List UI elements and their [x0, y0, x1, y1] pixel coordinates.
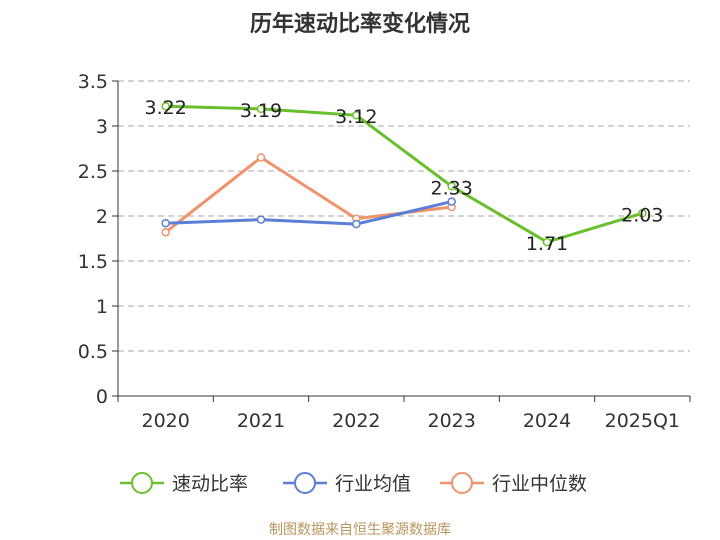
series-layer: 3.22 3.19 3.12 2.33 1.71 2.03	[145, 97, 664, 255]
series-point	[161, 227, 170, 237]
legend-label[interactable]: 行业中位数	[492, 473, 587, 495]
y-tick-label: 1.5	[78, 251, 108, 273]
data-label: 2.03	[621, 204, 663, 226]
legend[interactable]: 速动比率 行业均值 行业中位数	[120, 472, 587, 495]
grid	[118, 80, 690, 352]
data-label: 2.33	[431, 177, 473, 199]
legend-label[interactable]: 速动比率	[172, 473, 248, 495]
data-label: 3.22	[145, 97, 187, 119]
x-tick-label: 2023	[427, 410, 475, 432]
legend-marker[interactable]	[131, 472, 153, 494]
x-tick-label: 2020	[141, 410, 189, 432]
series-point	[542, 237, 552, 247]
x-tick-label: 2021	[237, 410, 285, 432]
x-tick-label: 2025Q1	[605, 410, 680, 432]
y-tick-label: 2.5	[78, 161, 108, 183]
series-point	[256, 104, 266, 114]
x-tick-label: 2024	[523, 410, 571, 432]
legend-marker[interactable]	[294, 472, 316, 494]
legend-marker[interactable]	[451, 472, 473, 494]
series-point	[352, 219, 361, 229]
y-tick-label: 3.5	[78, 71, 108, 93]
series-point	[352, 110, 361, 120]
y-tick-label: 1	[96, 296, 108, 318]
data-label: 1.71	[526, 233, 568, 255]
y-tick-label: 3	[96, 116, 108, 138]
source-note: 制图数据来自恒生聚源数据库	[269, 522, 451, 538]
series-point	[447, 182, 456, 191]
series-line	[165, 200, 453, 226]
series-point	[161, 218, 170, 228]
y-tick-label: 2	[96, 206, 108, 228]
series-point	[256, 153, 266, 162]
series-point	[161, 101, 170, 111]
series-point	[638, 209, 647, 218]
axes: 0 0.5 1 1.5 2 2.5 3 3.5 2020 2021 2022 2023 2024 2025…	[78, 71, 691, 432]
series-line	[165, 104, 643, 244]
y-tick-label: 0	[96, 386, 108, 408]
data-label: 3.12	[335, 106, 377, 128]
series-point	[447, 197, 456, 206]
x-tick-label: 2022	[332, 410, 380, 432]
series-point	[256, 215, 266, 224]
y-tick-label: 0.5	[78, 341, 108, 363]
legend-label[interactable]: 行业均值	[335, 473, 411, 495]
data-label: 3.19	[240, 100, 282, 122]
chart-title: 历年速动比率变化情况	[250, 11, 470, 37]
